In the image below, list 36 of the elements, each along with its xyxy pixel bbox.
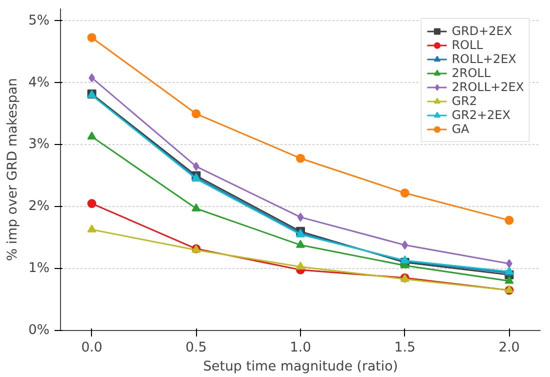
x-tick-label: 1.5: [394, 340, 416, 356]
point: [504, 276, 514, 284]
point: [192, 109, 201, 118]
point: [296, 262, 305, 270]
x-tick-label: 2.0: [498, 340, 520, 356]
legend-label: 2ROLL: [452, 66, 491, 80]
x-tick-label: 0.0: [81, 340, 102, 356]
point: [192, 162, 200, 171]
legend-label: GA: [452, 122, 470, 136]
y-tick-label: 0%: [28, 323, 50, 338]
y-tick-label: 3%: [28, 137, 50, 152]
x-tick-label: 0.5: [186, 340, 207, 356]
y-axis-title: % imp over GRD makespan: [5, 78, 20, 261]
legend-label: GR2: [452, 94, 477, 108]
legend-label: ROLL+2EX: [452, 52, 516, 66]
point: [504, 216, 514, 225]
y-tick-label: 5%: [28, 13, 50, 28]
point: [87, 199, 96, 208]
point: [87, 33, 96, 42]
legend-label: ROLL: [452, 38, 483, 52]
legend-label: GRD+2EX: [452, 24, 512, 38]
point: [297, 212, 304, 222]
y-tick-label: 2%: [28, 199, 50, 214]
x-tick-label: 1.0: [290, 340, 312, 356]
legend-label: GR2+2EX: [452, 108, 510, 122]
point: [400, 188, 410, 198]
y-tick-label: 4%: [28, 75, 50, 90]
x-axis-title: Setup time magnitude (ratio): [203, 360, 398, 374]
point: [402, 240, 408, 250]
point: [87, 132, 96, 140]
point: [296, 240, 305, 248]
y-tick-label: 1%: [28, 261, 50, 276]
legend-label: 2ROLL+2EX: [452, 80, 524, 94]
point: [192, 203, 201, 212]
point: [296, 154, 305, 163]
point: [87, 224, 96, 232]
